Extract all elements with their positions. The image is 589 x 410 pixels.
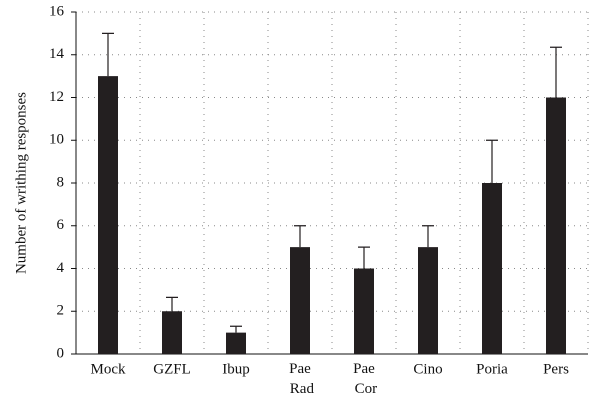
x-tick-label: Pae Rad	[286, 361, 314, 397]
y-tick-label: 10	[49, 132, 64, 148]
error-bar	[102, 32, 114, 77]
bar	[290, 247, 310, 354]
bar	[98, 76, 118, 354]
error-bar	[166, 296, 178, 312]
bar	[162, 311, 182, 354]
error-bar	[550, 46, 562, 98]
error-bar	[358, 246, 370, 269]
y-tick-label: 4	[57, 260, 65, 276]
x-tick-label: Ibup	[222, 361, 250, 377]
y-axis-label: Number of writhing responses	[13, 92, 29, 274]
x-tick-label: Mock	[91, 361, 126, 377]
bar	[546, 97, 566, 354]
y-tick-label: 0	[57, 345, 65, 361]
bar	[226, 332, 246, 354]
y-tick-label: 2	[57, 303, 65, 319]
y-tick-label: 14	[49, 46, 65, 62]
y-tick-label: 16	[49, 3, 65, 19]
x-tick-label: Poria	[476, 361, 508, 377]
bar	[418, 247, 438, 354]
error-bar	[230, 325, 242, 333]
x-tick-label: Pae Cor	[351, 361, 377, 397]
y-tick-label: 8	[57, 174, 65, 190]
error-bar	[422, 225, 434, 248]
bar	[354, 268, 374, 354]
x-tick-label: GZFL	[153, 361, 191, 377]
y-tick-label: 12	[49, 89, 64, 105]
bar	[482, 183, 502, 354]
x-tick-label: Pers	[543, 361, 569, 377]
error-bar	[486, 139, 498, 183]
y-tick-label: 6	[57, 217, 65, 233]
error-bar	[294, 225, 306, 248]
x-tick-label: Cino	[413, 361, 442, 377]
